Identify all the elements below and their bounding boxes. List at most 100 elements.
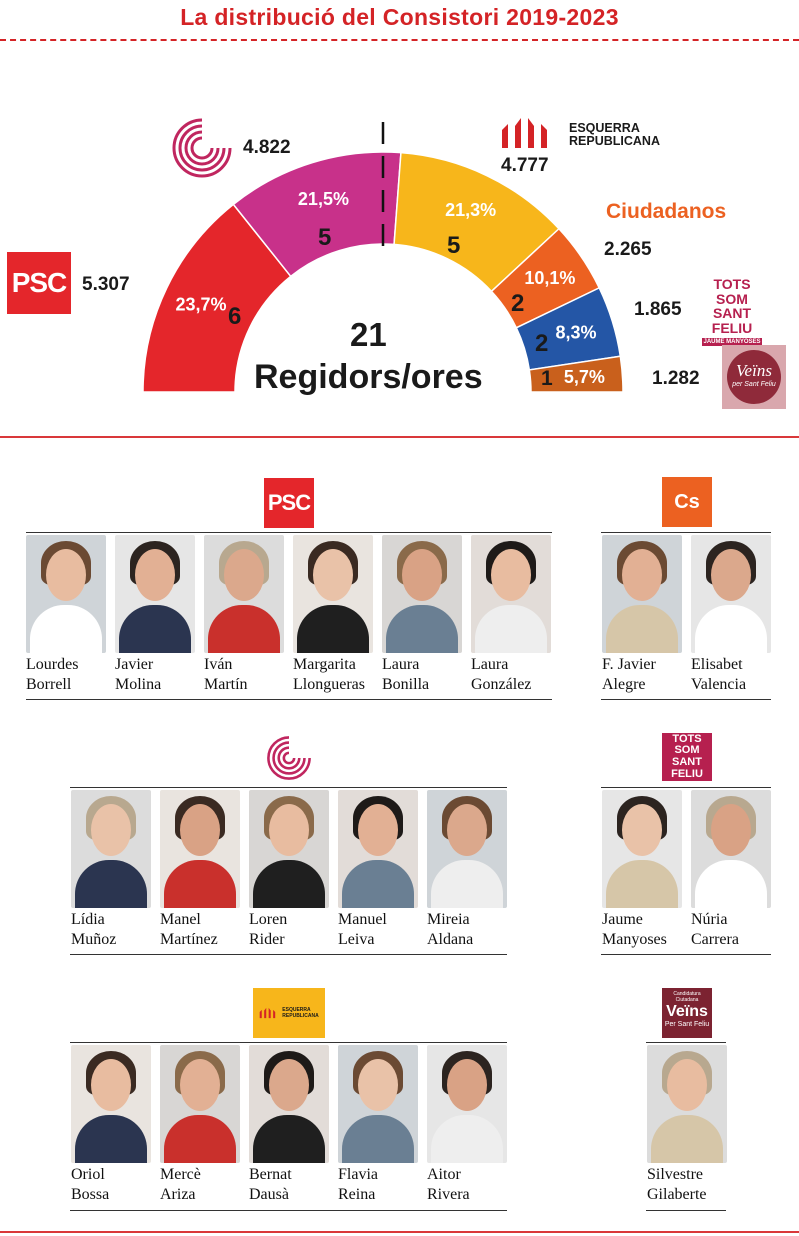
councillor-photo [602, 790, 682, 908]
councillor-photo [115, 535, 195, 653]
veins-logo: Veïns per Sant Feliu [722, 345, 786, 409]
councillor-card: Lídia Muñoz [71, 790, 151, 950]
councillor-card: Javier Molina [115, 535, 195, 695]
councillor-photo [691, 790, 771, 908]
councillor-first-name: F. Javier [602, 656, 656, 673]
en-comu-logo [172, 118, 232, 178]
seats-erc: 5 [447, 232, 461, 259]
councillor-first-name: Mercè [160, 1166, 201, 1183]
tots-som-logo: TOTS SOM SANT FELIU JAUME MANYOSES [702, 276, 762, 347]
veins-group-bottom-line [646, 1210, 726, 1211]
councillor-last-name: Aldana [427, 931, 474, 948]
councillor-name: Laura Bonilla [382, 655, 462, 695]
comu-group-top-line [70, 787, 507, 788]
councillor-name: F. Javier Alegre [602, 655, 682, 695]
slice-pct-4: 8,3% [556, 322, 597, 342]
erc-group-logo: ESQUERRA REPUBLICANA [253, 988, 325, 1038]
seats-tots: 2 [535, 330, 549, 357]
councillor-name: Jaume Manyoses [602, 910, 682, 950]
councillor-card: Núria Carrera [691, 790, 771, 950]
councillor-last-name: Rider [249, 931, 285, 948]
councillor-photo [71, 1045, 151, 1163]
votes-tots: 1.865 [634, 299, 682, 320]
councillor-card: F. Javier Alegre [602, 535, 682, 695]
councillor-card: Laura González [471, 535, 551, 695]
councillor-name: Flavia Reina [338, 1165, 418, 1205]
councillor-last-name: Manyoses [602, 931, 667, 948]
councillor-last-name: Molina [115, 676, 162, 693]
councillor-photo [382, 535, 462, 653]
councillor-first-name: Manel [160, 911, 201, 928]
section-divider [0, 436, 799, 438]
psc-group-top-line [26, 532, 552, 533]
councillor-last-name: Martínez [160, 931, 218, 948]
comu-group-bottom-line [70, 954, 507, 955]
councillor-photo [647, 1045, 727, 1163]
councillor-photo [427, 790, 507, 908]
councillor-first-name: Javier [115, 656, 154, 673]
councillor-card: Lourdes Borrell [26, 535, 106, 695]
title-divider [0, 39, 799, 41]
erc-flag-icon [259, 1007, 276, 1019]
councillor-card: Manuel Leiva [338, 790, 418, 950]
councillor-name: Mercè Ariza [160, 1165, 240, 1205]
councillor-first-name: Lourdes [26, 656, 79, 673]
cs-group-top-line [601, 532, 771, 533]
councillor-photo [691, 535, 771, 653]
councillor-name: Oriol Bossa [71, 1165, 151, 1205]
councillor-card: Silvestre Gilaberte [647, 1045, 727, 1205]
cs-group-logo: Cs [662, 477, 712, 527]
councillor-card: Mireia Aldana [427, 790, 507, 950]
seats-veins: 1 [541, 367, 553, 390]
votes-psc: 5.307 [82, 274, 130, 295]
hemicycle-chart: 23,7% 21,5% 21,3% 10,1% 8,3% 5,7% [142, 122, 624, 393]
councillor-photo [338, 790, 418, 908]
councillor-card: Manel Martínez [160, 790, 240, 950]
slice-pct-3: 10,1% [524, 268, 575, 288]
councillor-name: Laura González [471, 655, 551, 695]
cs-group-bottom-line [601, 699, 771, 700]
seats-comu: 5 [318, 224, 332, 251]
slice-pct-0: 23,7% [175, 294, 226, 314]
councillor-name: Loren Rider [249, 910, 329, 950]
councillor-first-name: Aitor [427, 1166, 461, 1183]
councillor-photo [602, 535, 682, 653]
councillor-first-name: Loren [249, 911, 288, 928]
slice-pct-5: 5,7% [564, 367, 605, 387]
psc-logo: PSC [7, 252, 71, 314]
councillor-last-name: Bonilla [382, 676, 430, 693]
councillor-photo [204, 535, 284, 653]
councillor-card: Iván Martín [204, 535, 284, 695]
councillor-first-name: Iván [204, 656, 233, 673]
councillor-last-name: Alegre [602, 676, 646, 693]
psc-group-logo: PSC [264, 478, 314, 528]
councillor-name: Silvestre Gilaberte [647, 1165, 727, 1205]
councillor-last-name: Martín [204, 676, 248, 693]
councillor-first-name: Margarita [293, 656, 356, 673]
councillor-name: Bernat Dausà [249, 1165, 329, 1205]
councillor-first-name: Jaume [602, 911, 643, 928]
erc-flag-icon [502, 118, 547, 148]
councillor-last-name: Bossa [71, 1186, 110, 1203]
councillor-card: Margarita Llongueras [293, 535, 373, 695]
councillor-first-name: Lídia [71, 911, 105, 928]
votes-veins: 1.282 [652, 368, 700, 389]
page-title: La distribució del Consistori 2019-2023 [180, 4, 619, 30]
councillor-card: Flavia Reina [338, 1045, 418, 1205]
councillor-name: Aitor Rivera [427, 1165, 507, 1205]
councillor-card: Jaume Manyoses [602, 790, 682, 950]
slice-5 [528, 355, 624, 393]
veins-group-top-line [646, 1042, 726, 1043]
councillor-name: Iván Martín [204, 655, 284, 695]
councillor-photo [293, 535, 373, 653]
psc-group-bottom-line [26, 699, 552, 700]
councillor-photo [249, 790, 329, 908]
en-comu-group-logo [267, 736, 311, 780]
councillor-last-name: Reina [338, 1186, 376, 1203]
councillor-first-name: Mireia [427, 911, 470, 928]
councillor-first-name: Manuel [338, 911, 387, 928]
councillor-name: Javier Molina [115, 655, 195, 695]
ciudadanos-logo: Ciudadanos [606, 200, 727, 223]
councillor-photo [160, 1045, 240, 1163]
erc-logo-top: ESQUERRA REPUBLICANA [500, 116, 660, 155]
